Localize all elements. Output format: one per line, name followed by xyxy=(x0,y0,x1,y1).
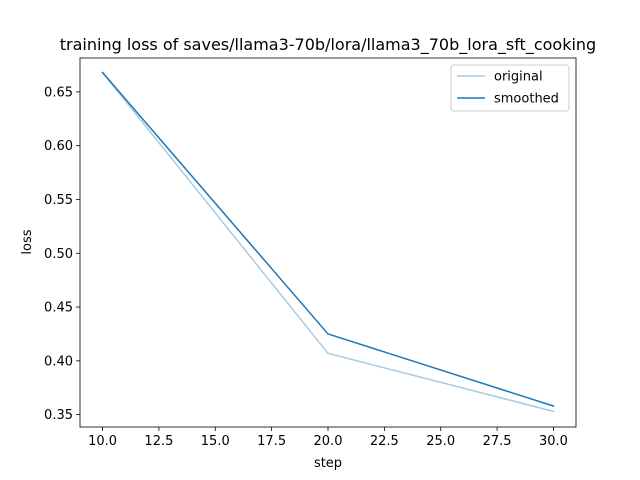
series-layer xyxy=(101,71,555,413)
x-tick-label: 22.5 xyxy=(370,434,399,449)
series-line-smoothed xyxy=(101,71,555,407)
legend: original smoothed xyxy=(450,64,570,112)
y-tick-label: 0.35 xyxy=(44,408,73,423)
x-tick-label: 27.5 xyxy=(483,434,512,449)
y-axis-label: loss xyxy=(20,229,35,254)
y-axis: 0.35 0.40 0.45 0.50 0.55 0.60 0.65 xyxy=(44,85,80,423)
x-tick-label: 15.0 xyxy=(201,434,230,449)
x-axis: 10.0 12.5 15.0 17.5 20.0 22.5 25.0 27.5 30.0 xyxy=(88,427,568,449)
x-axis-label: step xyxy=(314,456,342,471)
y-tick-label: 0.40 xyxy=(44,354,73,369)
x-tick-label: 17.5 xyxy=(257,434,286,449)
x-tick-label: 20.0 xyxy=(314,434,343,449)
x-tick-label: 10.0 xyxy=(88,434,117,449)
y-tick-label: 0.65 xyxy=(44,85,73,100)
legend-label-smoothed: smoothed xyxy=(494,92,559,107)
x-tick-label: 25.0 xyxy=(426,434,455,449)
chart-title: training loss of saves/llama3-70b/lora/l… xyxy=(60,35,596,55)
legend-label-original: original xyxy=(494,70,543,85)
x-tick-label: 30.0 xyxy=(539,434,568,449)
y-tick-label: 0.55 xyxy=(44,193,73,208)
series-line-original xyxy=(101,71,555,413)
x-tick-label: 12.5 xyxy=(144,434,173,449)
y-tick-label: 0.45 xyxy=(44,301,73,316)
y-tick-label: 0.60 xyxy=(44,139,73,154)
y-tick-label: 0.50 xyxy=(44,247,73,262)
